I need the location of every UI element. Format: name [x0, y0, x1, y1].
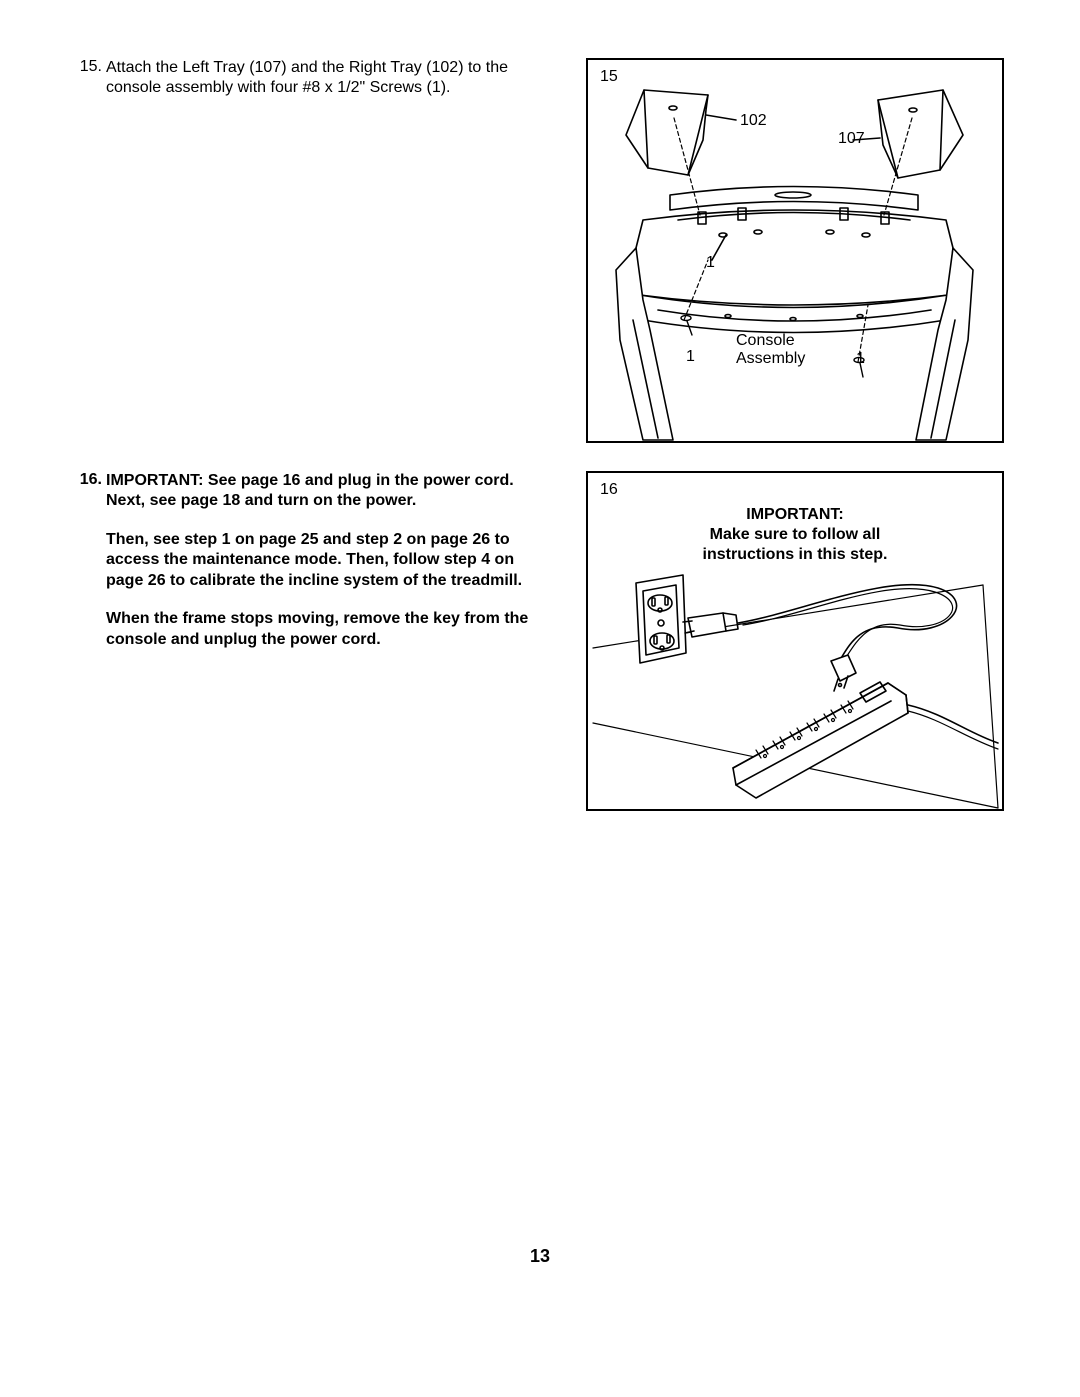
- step-15-number: 15.: [76, 58, 102, 99]
- step-16-text-column: 16. IMPORTANT: See page 16 and plug in t…: [76, 471, 566, 811]
- step-15-row: 15. Attach the Left Tray (107) and the R…: [76, 58, 1004, 443]
- figure-15-illustration: [588, 60, 1002, 441]
- console-line2: Assembly: [736, 350, 805, 367]
- callout-107: 107: [838, 130, 865, 148]
- step-15-item: 15. Attach the Left Tray (107) and the R…: [76, 58, 554, 99]
- step-15-body: Attach the Left Tray (107) and the Right…: [106, 58, 554, 99]
- important-line1: IMPORTANT:: [746, 506, 843, 523]
- manual-page: 15. Attach the Left Tray (107) and the R…: [0, 0, 1080, 1397]
- figure-16-important: IMPORTANT: Make sure to follow all instr…: [588, 505, 1002, 565]
- step-15-text: Attach the Left Tray (107) and the Right…: [106, 58, 554, 99]
- step-15-text-column: 15. Attach the Left Tray (107) and the R…: [76, 58, 566, 443]
- figure-16-box: 16 IMPORTANT: Make sure to follow all in…: [586, 471, 1004, 811]
- console-line1: Console: [736, 332, 795, 349]
- figure-15-label: 15: [600, 68, 618, 86]
- important-line3: instructions in this step.: [703, 546, 888, 563]
- step-15-figure-column: 15: [586, 58, 1004, 443]
- step-16-p2: Then, see step 1 on page 25 and step 2 o…: [106, 530, 554, 591]
- important-line2: Make sure to follow all: [710, 526, 881, 543]
- figure-16-label: 16: [600, 481, 618, 499]
- page-number: 13: [0, 1246, 1080, 1267]
- step-16-body: IMPORTANT: See page 16 and plug in the p…: [106, 471, 554, 650]
- step-16-row: 16. IMPORTANT: See page 16 and plug in t…: [76, 471, 1004, 811]
- callout-console: Console Assembly: [736, 332, 805, 369]
- step-16-number: 16.: [76, 471, 102, 650]
- callout-1c: 1: [856, 350, 865, 368]
- callout-1a: 1: [706, 254, 715, 272]
- step-16-item: 16. IMPORTANT: See page 16 and plug in t…: [76, 471, 554, 650]
- step-16-p3: When the frame stops moving, remove the …: [106, 609, 554, 650]
- figure-15-box: 15: [586, 58, 1004, 443]
- step-16-p1: IMPORTANT: See page 16 and plug in the p…: [106, 471, 554, 512]
- callout-1b: 1: [686, 348, 695, 366]
- step-16-figure-column: 16 IMPORTANT: Make sure to follow all in…: [586, 471, 1004, 811]
- callout-102: 102: [740, 112, 767, 130]
